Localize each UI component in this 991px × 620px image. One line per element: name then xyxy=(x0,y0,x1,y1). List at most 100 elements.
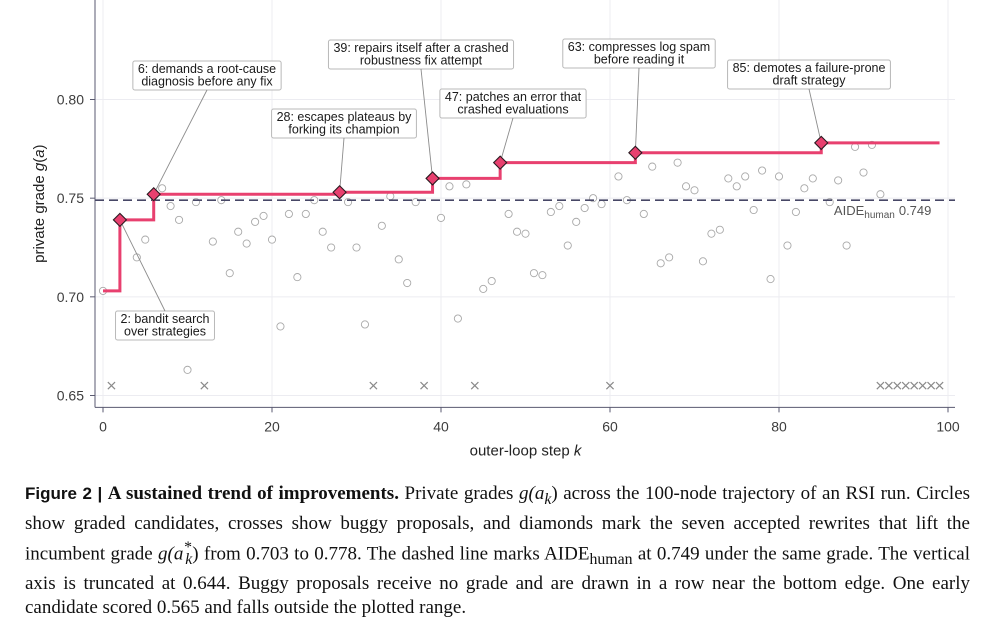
accepted-diamond xyxy=(112,212,128,228)
graded-point xyxy=(267,235,277,244)
callout-line: 39: repairs itself after a crashed xyxy=(333,41,508,55)
graded-point xyxy=(174,215,184,224)
graded-point xyxy=(766,275,775,284)
reference-label: AIDEhuman 0.749 xyxy=(834,203,931,221)
buggy-point xyxy=(420,381,429,390)
graded-point xyxy=(842,241,851,250)
graded-point xyxy=(225,269,234,278)
caption-text-1: Private grades xyxy=(404,483,519,504)
graded-point xyxy=(656,259,665,268)
graded-point xyxy=(698,257,708,266)
graded-point xyxy=(327,243,336,252)
graded-point xyxy=(682,182,691,191)
buggy-point xyxy=(935,381,944,390)
callout-leader xyxy=(339,137,345,193)
graded-point xyxy=(318,227,327,236)
accepted-diamond xyxy=(628,145,643,161)
accepted-diamond xyxy=(332,184,347,200)
reference-label-sub: human xyxy=(864,210,895,221)
y-tick-label: 0.70 xyxy=(57,289,84,305)
callout-leader xyxy=(808,88,822,144)
buggy-layer xyxy=(107,381,944,390)
caption-math-grade: g(a xyxy=(519,483,545,504)
caption-math-incumbent-sup: * xyxy=(183,538,192,556)
callout-line: over strategies xyxy=(124,325,206,339)
callout-line: 2: bandit search xyxy=(121,312,210,326)
graded-point xyxy=(259,211,268,220)
graded-point xyxy=(749,205,758,215)
graded-point xyxy=(529,269,539,278)
caption-text-3: from 0.703 to 0.778. The dashed line mar… xyxy=(198,543,590,565)
graded-point xyxy=(352,243,361,252)
accepted-diamond xyxy=(492,155,508,170)
graded-point xyxy=(487,276,496,286)
callout-line: diagnosis before any fix xyxy=(141,75,273,89)
caption-math-grade-end: ) xyxy=(551,483,558,504)
callout-line: 85: demotes a failure-prone xyxy=(733,61,886,75)
graded-point xyxy=(234,227,243,236)
buggy-point xyxy=(876,381,885,390)
buggy-point xyxy=(918,381,927,390)
graded-layer xyxy=(98,140,885,374)
callout-line: 63: compresses log spam xyxy=(568,40,710,54)
graded-point xyxy=(563,241,572,250)
callout-leader xyxy=(119,219,166,312)
x-tick-label: 100 xyxy=(936,418,960,434)
figure-number: Figure 2 xyxy=(25,484,92,503)
callout-line: 47: patches an error that xyxy=(445,90,582,104)
graded-point xyxy=(293,273,302,282)
graded-point xyxy=(791,207,800,217)
graded-point xyxy=(242,239,251,248)
x-tick-label: 80 xyxy=(771,418,787,434)
x-axis-label: outer-loop step k xyxy=(470,442,583,459)
figure-caption: Figure 2 | A sustained trend of improvem… xyxy=(25,482,970,620)
graded-point xyxy=(462,180,471,189)
accepted-diamond xyxy=(425,171,440,186)
callout-line: crashed evaluations xyxy=(457,103,568,117)
graded-point xyxy=(614,172,623,181)
x-tick-label: 20 xyxy=(264,418,280,434)
graded-point xyxy=(580,203,589,213)
callout: 39: repairs itself after a crashedrobust… xyxy=(327,39,515,179)
graded-point xyxy=(436,213,446,222)
y-axis-label-paren: ( xyxy=(31,158,48,163)
figure-chart: 0 20 40 60 80 100 0.65 0.70 0.75 0.80 outer-loop s… xyxy=(31,0,960,459)
graded-point xyxy=(377,221,386,230)
graded-point xyxy=(394,255,403,264)
caption-separator: | xyxy=(97,484,103,503)
graded-point xyxy=(707,229,716,238)
graded-point xyxy=(724,174,733,183)
graded-point xyxy=(504,209,513,219)
accepted-diamond xyxy=(146,186,161,202)
graded-point xyxy=(673,158,682,167)
graded-point xyxy=(513,227,522,236)
callout-line: draft strategy xyxy=(773,74,847,88)
graded-point xyxy=(597,200,606,209)
graded-point xyxy=(665,253,674,262)
graded-point xyxy=(276,322,285,331)
graded-point xyxy=(648,162,657,171)
caption-math-incumbent-end: ) xyxy=(192,543,199,565)
x-tick-label: 0 xyxy=(99,418,107,434)
caption-math-incumbent-sub: k xyxy=(185,550,193,568)
caption-math-incumbent: g(a xyxy=(158,543,184,565)
y-axis-label-text: private grade xyxy=(31,171,48,263)
buggy-point xyxy=(893,381,902,390)
graded-point xyxy=(521,229,530,238)
graded-point xyxy=(166,202,175,211)
reference-label-value: 0.749 xyxy=(899,203,932,218)
callout-leader xyxy=(499,117,514,163)
graded-point xyxy=(538,271,547,280)
graded-point xyxy=(453,314,462,323)
graded-point xyxy=(301,209,310,219)
reference-label-name: AIDE xyxy=(834,203,865,218)
y-axis-label: private grade g(a) xyxy=(31,144,48,262)
callout-leader xyxy=(420,68,433,179)
x-tick-label: 60 xyxy=(602,418,618,434)
x-tick-label: 40 xyxy=(433,418,449,434)
y-tick-label: 0.65 xyxy=(57,388,84,404)
y-axis-label-arg: a xyxy=(31,149,48,157)
